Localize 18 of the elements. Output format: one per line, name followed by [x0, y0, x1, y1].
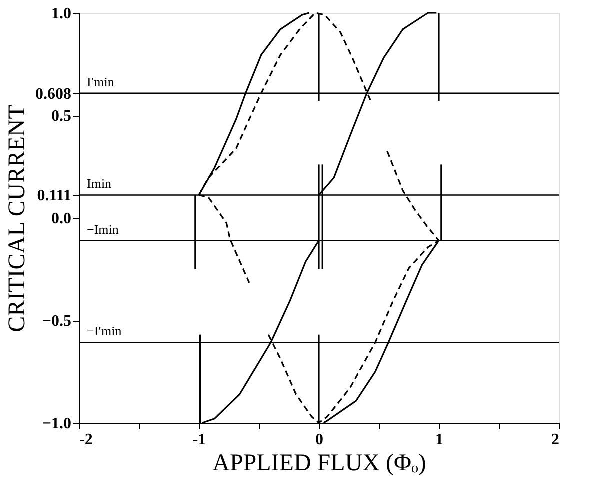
y-tick-label: 0.111 — [37, 188, 72, 205]
ref-line-label: −Imin — [87, 222, 120, 237]
x-tick-label: -1 — [192, 432, 206, 448]
y-axis-title: CRITICAL CURRENT — [4, 104, 30, 332]
x-axis-title: APPLIED FLUX (Φₒ) — [212, 450, 426, 476]
y-tick-label: 0.0 — [52, 210, 72, 228]
y-tick-label: −1.0 — [42, 416, 72, 432]
ref-line-label: −I′min — [87, 324, 122, 339]
y-tick-label: 1.0 — [52, 6, 72, 22]
x-tick-label: 2 — [552, 432, 560, 448]
x-tick-label: 0 — [316, 432, 324, 448]
ref-line-label: Imin — [87, 176, 112, 192]
y-tick-label: 0.608 — [36, 86, 72, 103]
x-tick-label: -2 — [80, 432, 93, 448]
x-tick-label: 1 — [436, 432, 444, 448]
y-tick-label: 0.5 — [52, 108, 72, 125]
ref-line-label: I′min — [87, 74, 115, 90]
y-tick-label: −0.5 — [42, 313, 72, 330]
